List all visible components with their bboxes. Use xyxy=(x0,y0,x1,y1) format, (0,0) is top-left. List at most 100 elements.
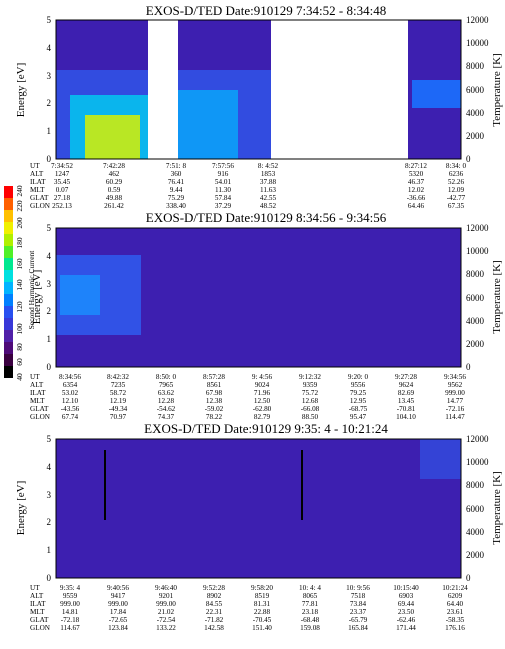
panel-3-dropout-1 xyxy=(104,450,106,520)
panel-1-gap-2 xyxy=(271,20,408,159)
panel-3-cell: -72.18 xyxy=(61,616,80,624)
panel-2-cell: 67.98 xyxy=(206,389,223,397)
panel-1-cell: 49.88 xyxy=(106,194,123,202)
panel-3-row-label-2: ILAT xyxy=(30,600,46,608)
panel-1-cell: 0.07 xyxy=(56,186,69,194)
panel-2-ytick-1: 1 xyxy=(47,334,52,344)
panel-3-table-col: 9:46:40 9201 999.00 21.02 -72.54 133.22 xyxy=(155,584,177,632)
panel-3-cell: 77.81 xyxy=(302,600,319,608)
panel-3-cell: 6903 xyxy=(399,592,414,600)
panel-1-table-col: 8:34: 0 6236 52.26 12.09 -42.77 67.35 xyxy=(446,162,467,210)
panel-2-y2tick-3: 6000 xyxy=(466,293,485,303)
panel-3-y2tick-2: 4000 xyxy=(466,527,485,537)
panel-1-row-label-1: ALT xyxy=(30,170,44,178)
panel-2-ytick-4: 4 xyxy=(47,251,52,261)
colorbar-swatch xyxy=(4,210,13,222)
panel-3-table-col: 10:21:24 6209 64.40 23.61 -58.35 176.16 xyxy=(442,584,468,632)
panel-3-y2tick-3: 6000 xyxy=(466,504,485,514)
panel-2-cell: 82.69 xyxy=(398,389,415,397)
colorbar-tick: 140 xyxy=(15,279,24,291)
panel-1-ytick-1: 1 xyxy=(47,126,52,136)
panel-3-cell: -71.82 xyxy=(205,616,224,624)
panel-1-table-col: 8: 4:52 1853 37.88 11.63 42.55 48.52 xyxy=(258,162,279,210)
panel-1-table-col: 7:51: 8 360 76.41 9.44 75.29 338.40 xyxy=(166,162,187,210)
panel-1-y2-ticks: 0 2000 4000 6000 8000 10000 12000 xyxy=(466,15,489,164)
panel-2-row-label-3: MLT xyxy=(30,397,45,405)
panel-3-table-col: 10: 9:56 7518 73.84 23.37 -65.79 165.84 xyxy=(346,584,370,632)
panel-1-cell: 7:42:28 xyxy=(103,162,125,170)
panel-3-table-col: 9:40:56 9417 999.00 17.84 -72.65 123.84 xyxy=(107,584,129,632)
panel-2-cell: 104.10 xyxy=(396,413,416,421)
panel-3-cell: 114.67 xyxy=(60,624,80,632)
panel-3-cell: 151.40 xyxy=(252,624,272,632)
panel-1-cell: 916 xyxy=(218,170,229,178)
colorbar-tick: 80 xyxy=(15,343,24,351)
panel-3-row-labels: UT ALT ILAT MLT GLAT GLON xyxy=(30,584,51,632)
panel-1-cell: 7:51: 8 xyxy=(166,162,187,170)
panel-2-cell: 88.50 xyxy=(302,413,319,421)
panel-2-y2tick-2: 4000 xyxy=(466,316,485,326)
panel-3-ylabel: Energy [eV] xyxy=(15,481,27,535)
panel-2-cell: -72.16 xyxy=(446,405,465,413)
panel-1-cell: 42.55 xyxy=(260,194,277,202)
panel-2-row-label-2: ILAT xyxy=(30,389,46,397)
panel-3-cell: 10:15:40 xyxy=(393,584,419,592)
panel-1-table-col: 7:34:52 1247 35.45 0.07 27.18 252.13 xyxy=(51,162,73,210)
panel-2-frame xyxy=(55,227,462,368)
panel-1-table: UT ALT ILAT MLT GLAT GLON 7:34:52 1247 3… xyxy=(30,162,466,210)
panel-1-cell: 7:57:56 xyxy=(212,162,234,170)
panel-3-y2tick-0: 0 xyxy=(466,573,471,583)
panel-2-table-col: 8:42:32 7235 58.72 12.19 -49.34 70.97 xyxy=(107,373,129,421)
panel-3-cell: 23.37 xyxy=(350,608,367,616)
panel-1-cell: 60.29 xyxy=(106,178,123,186)
panel-1-cell: 64.46 xyxy=(408,202,425,210)
colorbar-tick: 200 xyxy=(15,217,24,229)
panel-3-cell: 999.00 xyxy=(60,600,80,608)
panel-2-cell: -43.56 xyxy=(61,405,80,413)
panel-1-y2label: Temperature [K] xyxy=(491,53,503,126)
panel-2: EXOS-D/TED Date:910129 8:34:56 - 9:34:56… xyxy=(30,210,503,421)
panel-2-cell: 12.10 xyxy=(62,397,79,405)
panel-3-cell: 9:52:28 xyxy=(203,584,225,592)
panel-3-cell: 8065 xyxy=(303,592,318,600)
panel-2-cell: 53.02 xyxy=(62,389,79,397)
panel-3-cell: 10:21:24 xyxy=(442,584,468,592)
panel-1-cell: 338.40 xyxy=(166,202,186,210)
panel-2-ytick-5: 5 xyxy=(47,223,52,233)
panel-3-ytick-0: 0 xyxy=(47,573,52,583)
colorbar-swatch xyxy=(4,354,13,366)
panel-1-peak-region xyxy=(85,115,140,159)
panel-3-table-col: 9:58:20 8519 81.31 22.88 -70.45 151.40 xyxy=(251,584,273,632)
panel-1-y-ticks: 0 1 2 3 4 5 xyxy=(47,15,52,164)
colorbar-swatch xyxy=(4,366,13,378)
panel-1-cell: 7:34:52 xyxy=(51,162,73,170)
panel-3-cell: 21.02 xyxy=(158,608,175,616)
panel-1-frame xyxy=(55,19,462,160)
panel-2-cell: -66.08 xyxy=(301,405,320,413)
panel-1-y2tick-3: 6000 xyxy=(466,85,485,95)
panel-1-cell: 35.45 xyxy=(54,178,71,186)
panel-1-cell: 360 xyxy=(171,170,182,178)
colorbar-tick: 220 xyxy=(15,200,24,212)
panel-3-cell: 10: 9:56 xyxy=(346,584,370,592)
panel-2-row-labels: UT ALT ILAT MLT GLAT GLON xyxy=(30,373,51,421)
panel-2-table-col: 8:34:56 6354 53.02 12.10 -43.56 67.74 xyxy=(59,373,81,421)
colorbar: 40 60 80 100 120 140 160 180 200 220 240… xyxy=(4,185,36,381)
panel-3-frame xyxy=(55,438,462,579)
panel-1-y2tick-6: 12000 xyxy=(466,15,489,25)
colorbar-tick: 240 xyxy=(15,185,24,197)
panel-2-cell: 58.72 xyxy=(110,389,127,397)
panel-1-late-region xyxy=(178,90,238,159)
panel-1-ytick-0: 0 xyxy=(47,154,52,164)
panel-3-cell: 9417 xyxy=(111,592,126,600)
panel-3-ytick-1: 1 xyxy=(47,545,52,555)
panel-1-gap-1 xyxy=(148,20,178,159)
panel-1-row-label-4: GLAT xyxy=(30,194,49,202)
panel-1-cell: 11.63 xyxy=(260,186,276,194)
panel-1-ylabel: Energy [eV] xyxy=(15,63,27,117)
panel-2-row-label-0: UT xyxy=(30,373,40,381)
panel-2-ytick-2: 2 xyxy=(47,306,52,316)
colorbar-tick: 160 xyxy=(15,258,24,270)
colorbar-swatch xyxy=(4,294,13,306)
panel-1-cell: 9.44 xyxy=(170,186,183,194)
